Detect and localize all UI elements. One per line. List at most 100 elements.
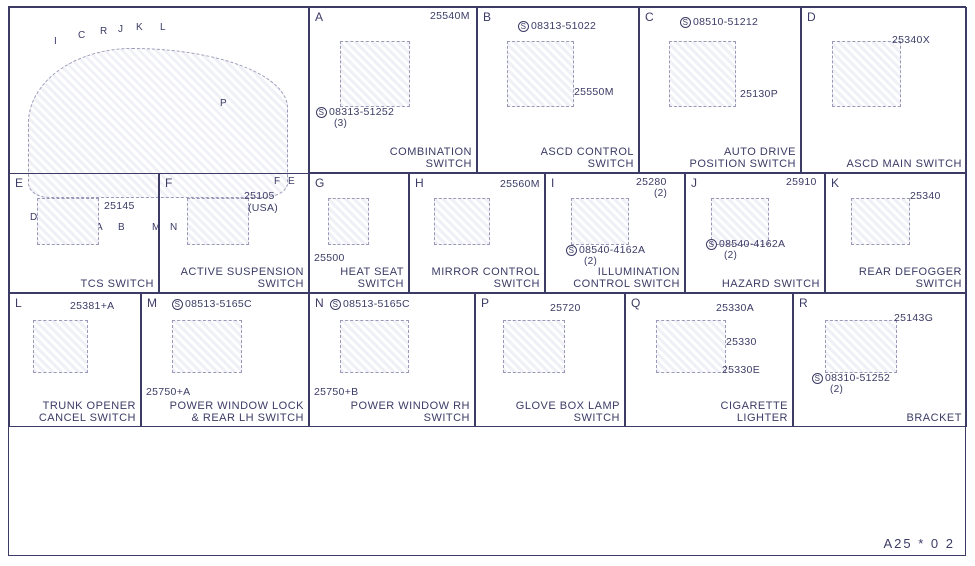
cell-caption: AUTO DRIVE POSITION SWITCH [679, 146, 796, 170]
cell-caption: ASCD MAIN SWITCH [846, 158, 962, 170]
part-number: 25910 [786, 176, 817, 188]
part-number: S08313-51252 [316, 106, 394, 118]
cell-caption: ILLUMINATION CONTROL SWITCH [573, 266, 680, 290]
cell-caption: HAZARD SWITCH [722, 278, 820, 290]
callout-I: I [54, 36, 57, 47]
cell-letter: P [481, 296, 489, 310]
cell-L: L 25381+A TRUNK OPENER CANCEL SWITCH [9, 293, 141, 427]
cell-caption: MIRROR CONTROL SWITCH [432, 266, 540, 290]
callout-J: J [118, 24, 123, 35]
cell-letter: I [551, 176, 554, 190]
part-sketch [172, 320, 242, 373]
part-sketch [656, 320, 726, 373]
part-sketch [825, 320, 897, 373]
part-number: 25130P [740, 88, 778, 100]
cell-C: C S08510-51212 25130P AUTO DRIVE POSITION S… [639, 7, 801, 173]
cell-caption: COMBINATION SWITCH [383, 146, 472, 170]
part-number: S08510-51212 [680, 16, 758, 28]
cell-caption: TRUNK OPENER CANCEL SWITCH [32, 400, 136, 424]
part-number: 25540M [430, 10, 470, 22]
cell-letter: K [831, 176, 839, 190]
cell-letter: F [165, 176, 172, 190]
cell-letter: R [799, 296, 808, 310]
part-number: 25750+B [314, 386, 358, 398]
part-number: 25143G [894, 312, 933, 324]
cell-letter: N [315, 296, 324, 310]
cell-R: R 25143G S08310-51252(2) BRACKET [793, 293, 967, 427]
cell-B: B S08313-51022 25550M ASCD CONTROL SWITCH [477, 7, 639, 173]
part-number: 25381+A [70, 300, 114, 312]
cell-letter: D [807, 10, 816, 24]
part-number: S08540-4162A [566, 244, 645, 256]
cell-letter: E [15, 176, 23, 190]
part-qty: (3) [334, 118, 347, 129]
part-number: 25720 [550, 302, 581, 314]
cell-caption: POWER WINDOW RH SWITCH [351, 400, 470, 424]
callout-K: K [136, 22, 143, 33]
cell-I: I25280(2)S08540-4162A(2)ILLUMINATION CON… [545, 173, 685, 293]
part-sketch [832, 41, 901, 107]
part-number: (USA) [248, 202, 278, 214]
cell-J: J 25910 S08540-4162A(2) HAZARD SWITCH [685, 173, 825, 293]
diagram-frame: I C R J K L P D H A B M N Q G F E A 25540… [8, 6, 966, 556]
part-sketch [340, 320, 409, 373]
cell-letter: C [645, 10, 654, 24]
part-sketch [669, 41, 736, 107]
cell-letter: J [691, 176, 697, 190]
part-qty: (2) [654, 188, 667, 199]
cell-caption: POWER WINDOW LOCK & REAR LH SWITCH [170, 400, 304, 424]
cell-E: E 25145 TCS SWITCH [9, 173, 159, 293]
cell-caption: ASCD CONTROL SWITCH [541, 146, 634, 170]
part-number: S08540-4162A [706, 238, 785, 250]
part-number: 25340 [910, 190, 941, 202]
part-sketch [507, 41, 574, 107]
cell-H: H25560MMIRROR CONTROL SWITCH [409, 173, 545, 293]
part-number: 25750+A [146, 386, 190, 398]
part-number: S08513-5165C [330, 298, 410, 310]
cell-letter: M [147, 296, 157, 310]
part-qty: (2) [830, 384, 843, 395]
cell-caption: TCS SWITCH [81, 278, 154, 290]
part-sketch [187, 198, 249, 245]
cell-letter: H [415, 176, 424, 190]
cell-letter: A [315, 10, 323, 24]
cell-D: D 25340X ASCD MAIN SWITCH [801, 7, 967, 173]
part-number: S08513-5165C [172, 298, 252, 310]
part-number: S08310-51252 [812, 372, 890, 384]
part-number: 25330 [726, 336, 757, 348]
part-number: S08313-51022 [518, 20, 596, 32]
cell-caption: BRACKET [907, 412, 962, 424]
doc-code: A25 * 0 2 [884, 536, 956, 551]
cell-M: M S08513-5165C 25750+A POWER WINDOW LOCK & … [141, 293, 309, 427]
callout-P: P [220, 98, 227, 109]
part-sketch [571, 198, 629, 245]
part-number: 25330A [716, 302, 754, 314]
cell-caption: HEAT SEAT SWITCH [340, 266, 404, 290]
part-sketch [851, 198, 910, 245]
cell-caption: CIGARETTE LIGHTER [721, 400, 788, 424]
part-number: 25550M [574, 86, 614, 98]
part-sketch [340, 41, 410, 107]
part-number: 25145 [104, 200, 135, 212]
callout-R: R [100, 26, 107, 37]
part-qty: (2) [724, 250, 737, 261]
part-sketch [434, 198, 490, 245]
cell-Q: Q 25330A 25330 25330E CIGARETTE LIGHTER [625, 293, 793, 427]
part-sketch [37, 198, 99, 245]
cell-caption: GLOVE BOX LAMP SWITCH [516, 400, 620, 424]
part-number: 25280 [636, 176, 667, 188]
callout-C: C [78, 30, 85, 41]
part-number: 25105 [244, 190, 275, 202]
cell-caption: REAR DEFOGGER SWITCH [859, 266, 962, 290]
cell-F: F25105(USA)ACTIVE SUSPENSION SWITCH [159, 173, 309, 293]
cell-letter: B [483, 10, 491, 24]
part-sketch [503, 320, 565, 373]
cell-letter: Q [631, 296, 640, 310]
cell-G: G25500HEAT SEAT SWITCH [309, 173, 409, 293]
part-number: 25340X [892, 34, 930, 46]
cell-letter: L [15, 296, 22, 310]
callout-L: L [160, 22, 166, 33]
cell-letter: G [315, 176, 324, 190]
part-number: 25330E [722, 364, 760, 376]
cell-A: A 25540M S08313-51252(3) COMBINATION SWITCH [309, 7, 477, 173]
